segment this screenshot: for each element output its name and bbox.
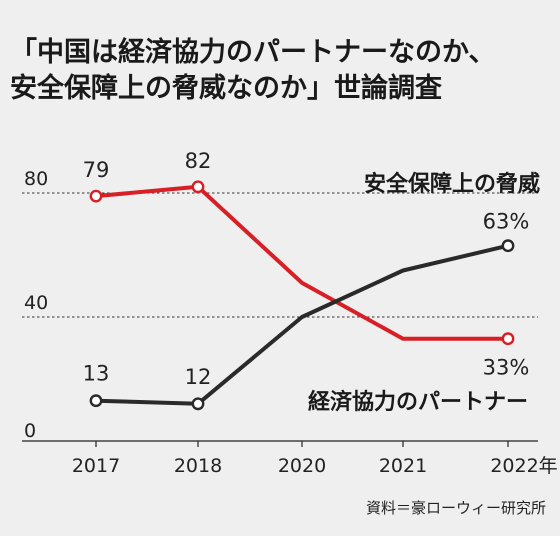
chart-title-line-1: 「中国は経済協力のパートナーなのか、 <box>10 37 496 68</box>
data-label-s1-2022: 33% <box>483 356 530 380</box>
data-label-s2-2022: 63% <box>483 210 530 234</box>
data-point-s1-2017 <box>89 189 103 203</box>
data-label-s1-2018: 82 <box>185 149 212 173</box>
data-point-s2-2018 <box>191 397 205 411</box>
y-tick-label-40: 40 <box>24 292 48 314</box>
series-line-1 <box>94 184 510 341</box>
series-line-2 <box>94 243 510 406</box>
chart-title-line-2: 安全保障上の脅威なのか」世論調査 <box>10 73 442 104</box>
data-point-s2-2017 <box>89 394 103 408</box>
data-point-s2-2022 <box>501 239 515 253</box>
x-tick-label-2017: 2017 <box>72 455 120 477</box>
data-label-s2-2018: 12 <box>185 365 212 389</box>
series-name-label-1: 安全保障上の脅威 <box>364 171 540 197</box>
x-tick-label-2018: 2018 <box>174 455 222 477</box>
data-label-s1-2017: 79 <box>83 158 110 182</box>
data-label-s2-2017: 13 <box>83 362 110 386</box>
y-tick-label-80: 80 <box>24 168 48 190</box>
series-name-label-2: 経済協力のパートナー <box>308 389 528 415</box>
y-tick-label-0: 0 <box>24 420 36 442</box>
x-tick-label-2022: 2022年 <box>490 455 557 477</box>
data-point-s1-2022 <box>501 332 515 346</box>
data-point-s1-2018 <box>191 180 205 194</box>
x-tick-label-2021: 2021 <box>379 455 427 477</box>
x-tick-label-2020: 2020 <box>278 455 326 477</box>
source-credit: 資料＝豪ローウィー研究所 <box>365 499 546 517</box>
